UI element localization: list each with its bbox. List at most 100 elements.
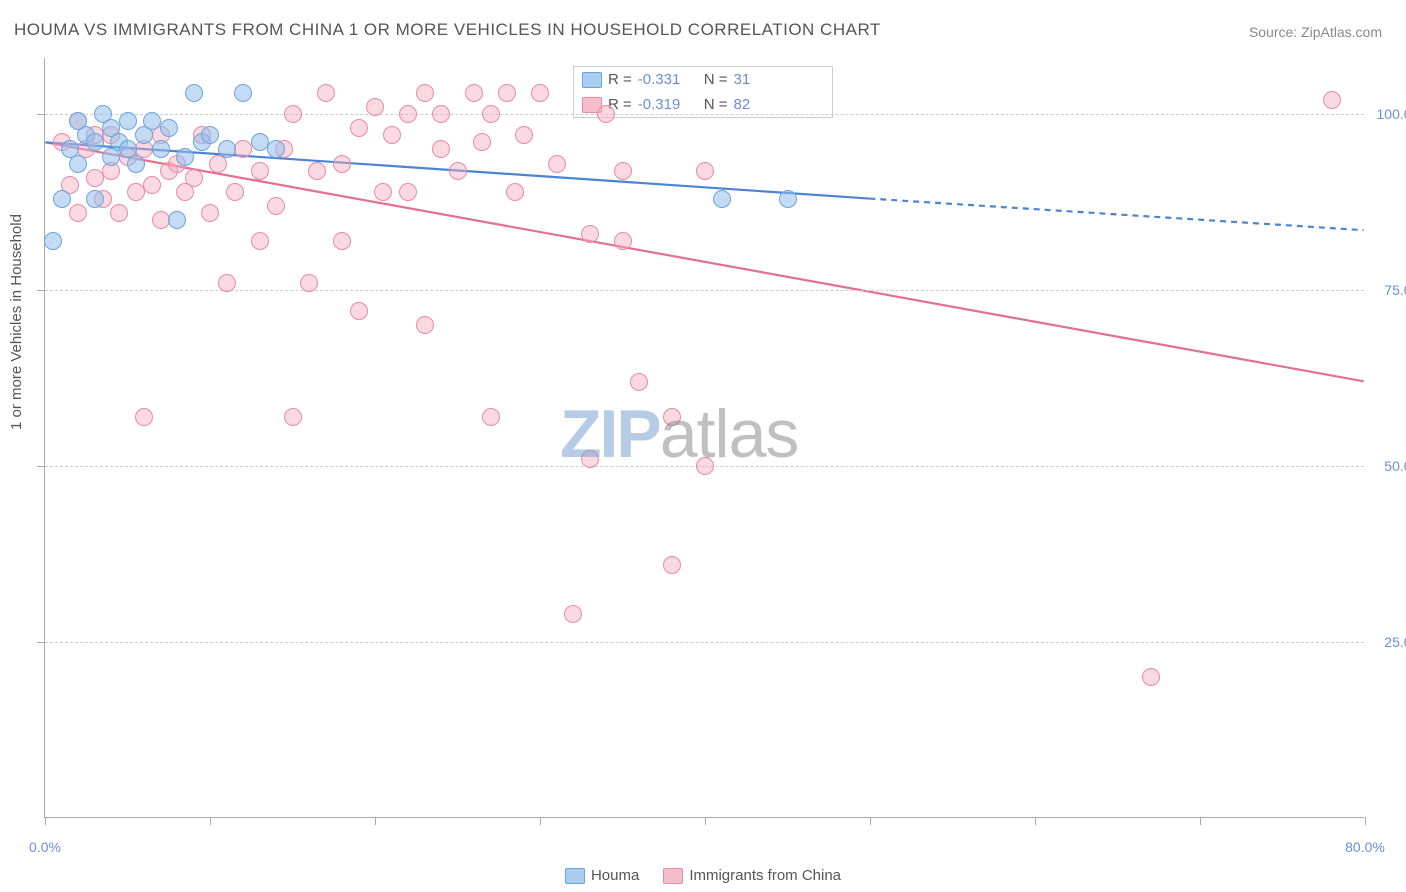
x-tick: [1035, 817, 1036, 825]
x-tick: [1200, 817, 1201, 825]
data-point-china: [234, 140, 252, 158]
legend-swatch-pink: [663, 868, 683, 884]
data-point-china: [333, 232, 351, 250]
data-point-china: [399, 183, 417, 201]
data-point-china: [135, 408, 153, 426]
x-tick-label: 0.0%: [29, 839, 61, 855]
data-point-houma: [86, 133, 104, 151]
data-point-china: [1323, 91, 1341, 109]
data-point-china: [663, 556, 681, 574]
data-point-china: [383, 126, 401, 144]
data-point-houma: [218, 140, 236, 158]
x-tick: [45, 817, 46, 825]
legend-n-value: 31: [734, 71, 751, 88]
legend-label: Houma: [591, 867, 639, 884]
y-tick: [37, 642, 45, 643]
data-point-houma: [86, 190, 104, 208]
data-point-china: [416, 316, 434, 334]
data-point-china: [317, 84, 335, 102]
y-tick-label: 25.0%: [1384, 634, 1406, 650]
data-point-china: [515, 126, 533, 144]
legend-n-label: N =: [704, 96, 728, 113]
data-point-houma: [160, 119, 178, 137]
data-point-china: [630, 373, 648, 391]
data-point-china: [251, 162, 269, 180]
y-tick-label: 100.0%: [1377, 106, 1406, 122]
data-point-china: [350, 302, 368, 320]
y-tick-label: 75.0%: [1384, 282, 1406, 298]
data-point-china: [465, 84, 483, 102]
data-point-china: [548, 155, 566, 173]
data-point-china: [185, 169, 203, 187]
data-point-houma: [251, 133, 269, 151]
data-point-houma: [44, 232, 62, 250]
data-point-china: [127, 183, 145, 201]
data-point-houma: [267, 140, 285, 158]
data-point-china: [69, 204, 87, 222]
data-point-china: [614, 162, 632, 180]
data-point-china: [1142, 668, 1160, 686]
legend-swatch-blue: [565, 868, 585, 884]
y-tick: [37, 114, 45, 115]
legend-n-value: 82: [734, 96, 751, 113]
data-point-china: [143, 176, 161, 194]
data-point-houma: [176, 148, 194, 166]
y-axis-label: 1 or more Vehicles in Household: [8, 214, 25, 430]
data-point-china: [696, 457, 714, 475]
y-tick-label: 50.0%: [1384, 458, 1406, 474]
legend-row-houma: R = -0.331 N = 31: [574, 67, 832, 92]
data-point-china: [374, 183, 392, 201]
data-point-china: [110, 204, 128, 222]
data-point-houma: [201, 126, 219, 144]
data-point-houma: [119, 112, 137, 130]
data-point-china: [663, 408, 681, 426]
data-point-houma: [234, 84, 252, 102]
legend-swatch-blue: [582, 72, 602, 88]
legend-item-houma: Houma: [565, 867, 639, 884]
data-point-china: [482, 408, 500, 426]
data-point-china: [350, 119, 368, 137]
data-point-china: [564, 605, 582, 623]
data-point-china: [432, 140, 450, 158]
gridline: [45, 642, 1364, 643]
x-tick: [870, 817, 871, 825]
data-point-china: [300, 274, 318, 292]
x-tick: [210, 817, 211, 825]
legend-label: Immigrants from China: [689, 867, 841, 884]
data-point-china: [416, 84, 434, 102]
data-point-china: [284, 105, 302, 123]
data-point-china: [226, 183, 244, 201]
data-point-china: [597, 105, 615, 123]
x-tick: [375, 817, 376, 825]
legend-n-label: N =: [704, 71, 728, 88]
data-point-china: [201, 204, 219, 222]
data-point-china: [581, 450, 599, 468]
data-point-houma: [713, 190, 731, 208]
data-point-china: [399, 105, 417, 123]
data-point-china: [498, 84, 516, 102]
chart-title: HOUMA VS IMMIGRANTS FROM CHINA 1 OR MORE…: [14, 20, 881, 40]
data-point-china: [366, 98, 384, 116]
legend-r-label: R =: [608, 71, 632, 88]
data-point-houma: [185, 84, 203, 102]
data-point-houma: [168, 211, 186, 229]
series-legend: Houma Immigrants from China: [0, 867, 1406, 884]
data-point-houma: [152, 140, 170, 158]
x-tick: [705, 817, 706, 825]
data-point-china: [251, 232, 269, 250]
data-point-houma: [69, 155, 87, 173]
data-point-houma: [143, 112, 161, 130]
data-point-china: [531, 84, 549, 102]
data-point-china: [696, 162, 714, 180]
data-point-china: [473, 133, 491, 151]
source-attribution: Source: ZipAtlas.com: [1249, 24, 1382, 40]
legend-r-value: -0.319: [638, 96, 698, 113]
scatter-chart: R = -0.331 N = 31 R = -0.319 N = 82 25.0…: [44, 58, 1364, 818]
data-point-china: [432, 105, 450, 123]
legend-r-value: -0.331: [638, 71, 698, 88]
gridline: [45, 114, 1364, 115]
data-point-houma: [127, 155, 145, 173]
data-point-china: [614, 232, 632, 250]
gridline: [45, 290, 1364, 291]
data-point-houma: [779, 190, 797, 208]
